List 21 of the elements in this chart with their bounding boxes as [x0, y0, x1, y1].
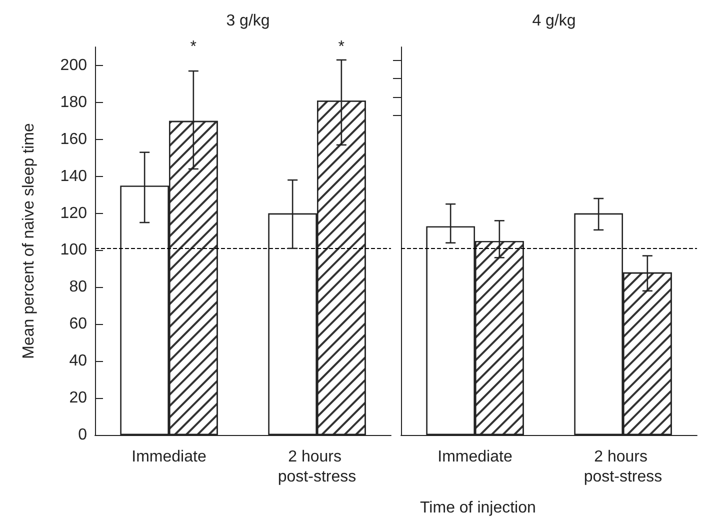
x-tick-label: 2 hours post-stress — [278, 448, 356, 486]
y-tick-label: 60 — [69, 316, 88, 333]
x-axis-title: Time of injection — [420, 500, 536, 516]
x-tick-label: Immediate — [438, 448, 512, 466]
y-tick-label: 80 — [69, 278, 88, 296]
y-tick-label: 140 — [60, 168, 88, 185]
y-tick-label: 20 — [69, 390, 88, 407]
x-tick-label: 2 hours post-stress — [584, 448, 662, 486]
y-tick-label: 100 — [60, 242, 88, 259]
y-tick-label: 120 — [60, 204, 88, 222]
x-tick-label: Immediate — [132, 448, 206, 466]
y-tick-label: 180 — [60, 94, 88, 111]
y-tick-label: 160 — [60, 130, 88, 148]
y-tick-label: 40 — [69, 352, 88, 370]
y-tick-label: 0 — [78, 426, 88, 444]
y-tick-label: 200 — [60, 56, 88, 74]
chart-title: 3 g/kg — [226, 12, 270, 30]
y-axis-title: Mean percent of naive sleep time — [20, 123, 38, 359]
annotation: * — [338, 38, 345, 56]
annotation: * — [190, 38, 197, 56]
chart-title: 4 g/kg — [532, 12, 576, 30]
